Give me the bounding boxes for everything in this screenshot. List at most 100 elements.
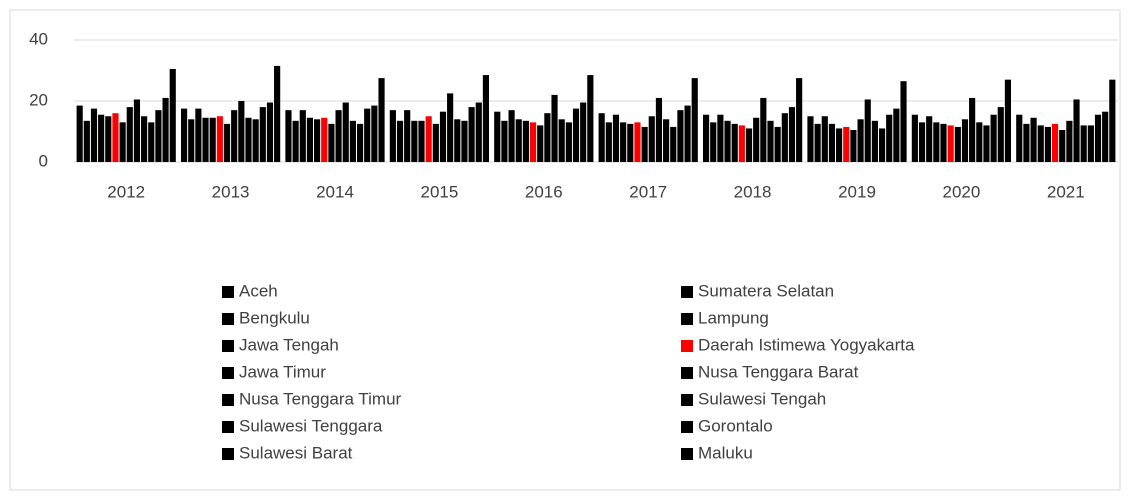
bar — [1037, 125, 1044, 162]
bar — [482, 75, 490, 162]
y-tick-label: 20 — [29, 90, 48, 109]
bar — [1073, 99, 1080, 162]
bar — [1094, 114, 1102, 162]
legend-label: Daerah Istimewa Yogyakarta — [698, 335, 915, 354]
legend-swatch — [222, 448, 234, 460]
bar — [1087, 125, 1094, 162]
bar — [983, 125, 990, 162]
x-tick-label: 2017 — [629, 182, 667, 201]
bar — [537, 125, 544, 162]
bar — [216, 116, 223, 162]
bar — [231, 110, 238, 162]
legend-label: Sulawesi Tengah — [698, 389, 826, 408]
bar — [710, 122, 717, 162]
bar — [209, 117, 216, 162]
bar — [274, 65, 281, 162]
legend-swatch — [681, 448, 693, 460]
bar — [850, 129, 857, 162]
bar — [90, 108, 98, 162]
bar — [760, 97, 767, 162]
bar — [612, 114, 620, 162]
bar — [223, 123, 231, 162]
legend-swatch — [681, 286, 693, 298]
bar — [238, 101, 245, 162]
legend-label: Sulawesi Barat — [239, 443, 353, 462]
bar — [188, 119, 195, 162]
legend-label: Bengkulu — [239, 308, 310, 327]
bar — [1059, 129, 1066, 162]
x-tick-label: 2016 — [525, 182, 563, 201]
bar — [418, 120, 425, 162]
bar — [684, 105, 691, 162]
bar — [1016, 114, 1023, 162]
bar — [990, 114, 997, 162]
bar — [371, 105, 378, 162]
bar — [364, 108, 371, 162]
bar — [648, 116, 655, 162]
bar — [501, 120, 508, 162]
bar — [961, 119, 969, 162]
bar — [670, 126, 677, 162]
bar — [702, 114, 710, 162]
bar — [447, 93, 454, 162]
bar — [691, 78, 698, 162]
bar — [900, 81, 907, 162]
bar — [753, 117, 760, 162]
bar — [432, 123, 439, 162]
bar — [828, 123, 836, 162]
bar — [871, 120, 878, 162]
bar — [468, 107, 475, 162]
bar — [788, 107, 796, 162]
bar — [461, 120, 468, 162]
bar — [259, 107, 266, 162]
bar — [1051, 123, 1059, 162]
bar — [731, 123, 738, 162]
bar — [169, 68, 176, 162]
bar — [969, 97, 976, 162]
legend-label: Lampung — [698, 308, 769, 327]
bar — [781, 113, 788, 162]
bar — [439, 111, 447, 162]
bar — [878, 128, 886, 162]
x-tick-label: 2018 — [734, 182, 772, 201]
legend-swatch — [681, 313, 693, 325]
x-tick-label: 2012 — [107, 182, 145, 201]
bar — [141, 116, 148, 162]
bar — [587, 75, 594, 162]
legend-label: Aceh — [239, 281, 278, 300]
bar — [926, 116, 933, 162]
bar — [558, 119, 565, 162]
bar — [148, 122, 155, 162]
bar — [767, 120, 774, 162]
legend-swatch — [222, 286, 234, 298]
bar — [396, 120, 404, 162]
bar — [285, 110, 292, 162]
bar — [133, 99, 141, 162]
legend-label: Jawa Tengah — [239, 335, 339, 354]
bar — [774, 126, 781, 162]
bar — [112, 113, 119, 162]
bar — [494, 111, 501, 162]
bar — [886, 114, 893, 162]
bar — [299, 110, 306, 162]
legend-swatch — [222, 367, 234, 379]
bar — [454, 119, 461, 162]
y-tick-label: 40 — [29, 29, 48, 48]
bar — [933, 122, 940, 162]
bar — [745, 128, 753, 162]
bar — [1102, 111, 1109, 162]
bar — [356, 123, 364, 162]
legend-swatch — [681, 340, 693, 352]
bar — [76, 105, 83, 162]
bar — [126, 107, 133, 162]
bar — [404, 110, 411, 162]
y-tick-label: 0 — [39, 151, 48, 170]
bar — [1066, 120, 1073, 162]
legend-swatch — [681, 421, 693, 433]
legend-swatch — [222, 394, 234, 406]
bar — [814, 123, 821, 162]
legend-swatch — [681, 394, 693, 406]
bar — [522, 120, 529, 162]
legend-label: Nusa Tenggara Timur — [239, 389, 402, 408]
bar — [389, 110, 396, 162]
